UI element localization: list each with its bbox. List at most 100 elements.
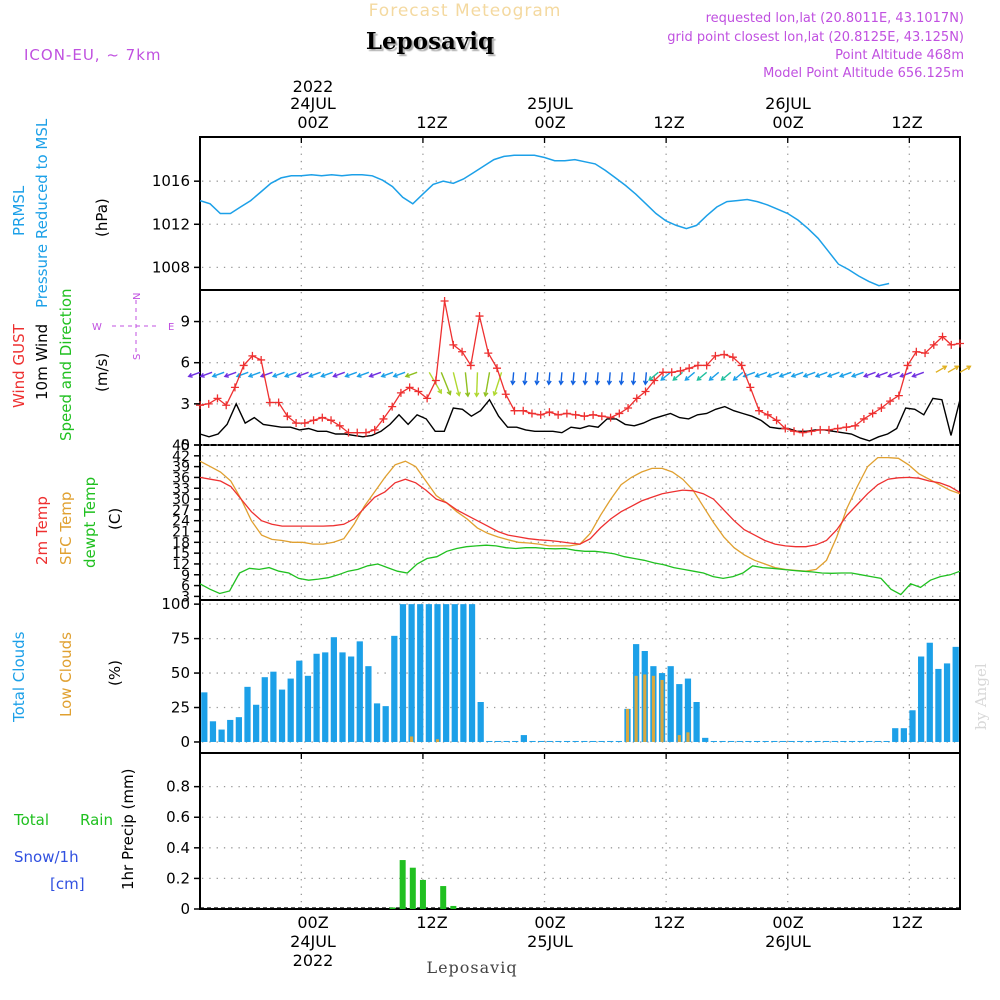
wind-direction-arrow (393, 371, 406, 378)
wind-gust-marker (859, 414, 868, 423)
point-altitude: Point Altitude 468m (835, 48, 964, 63)
wind-10m-line (199, 397, 961, 442)
y-tick-label: 0 (180, 733, 190, 751)
total-clouds-bar (736, 740, 743, 742)
wind-gust-marker (196, 401, 204, 410)
wind-gust-marker (248, 351, 257, 360)
wind-direction-arrow (236, 371, 249, 378)
total-clouds-bar (503, 740, 510, 742)
total-clouds-bar (866, 740, 873, 742)
wind-direction-arrow (959, 365, 971, 373)
total-clouds-bar (434, 604, 441, 742)
wind-direction-arrow (200, 371, 213, 378)
wind-direction-arrowhead (899, 372, 905, 378)
wind-direction-arrowhead (392, 372, 398, 378)
prmsl-label: PRMSL (10, 185, 28, 236)
wind-direction-arrowhead (223, 372, 229, 378)
wind-direction-arrowhead (534, 380, 540, 386)
wind-10m-label: 10m Wind (33, 324, 51, 400)
total-clouds-bar (745, 740, 752, 742)
wind-gust-marker (606, 413, 615, 422)
total-clouds-bar (598, 740, 605, 742)
pressure-unit-label: (hPa) (93, 198, 111, 237)
total-clouds-bar (831, 740, 838, 742)
wind-gust-marker (300, 419, 309, 428)
wind-gust-marker (484, 349, 493, 358)
wind-gust-marker (370, 425, 379, 434)
total-clouds-bar (572, 740, 579, 742)
wind-direction-arrow (779, 371, 792, 378)
wind-gust-marker (571, 410, 580, 419)
total-clouds-bar (943, 663, 951, 742)
cloud-unit-label: (%) (106, 660, 124, 686)
bottom-label-25jul: 25JUL (527, 932, 573, 951)
total-clouds-bar (918, 656, 925, 742)
wind-direction-arrowhead (790, 372, 796, 378)
wind-direction-arrowhead (875, 372, 881, 378)
wind-direction-arrow (876, 371, 888, 378)
wind-direction-arrowhead (826, 372, 833, 378)
y-tick-label: 9 (181, 568, 190, 584)
wind-gust-marker (947, 340, 956, 349)
wind-gust-marker (755, 406, 764, 415)
wind-gust-marker (527, 409, 536, 418)
wind-gust-marker (632, 394, 641, 403)
total-clouds-bar (693, 702, 700, 742)
total-clouds-bar (520, 735, 527, 742)
wind-gust-marker (597, 412, 606, 421)
y-tick-label: 36 (172, 470, 190, 486)
wind-direction-arrow (584, 372, 587, 385)
wind-gust-marker (361, 428, 370, 437)
wind-direction-arrow (357, 371, 370, 378)
wind-direction-arrowhead (259, 372, 266, 378)
total-clouds-bar (348, 656, 355, 742)
wind-unit-label: (m/s) (93, 353, 111, 392)
wind-direction-arrowhead (606, 380, 613, 386)
top-label-26jul-line: 26JUL (765, 94, 811, 113)
total-clouds-bar (676, 684, 683, 742)
y-tick-label: 1016 (152, 172, 190, 190)
wind-direction-arrow (260, 371, 273, 378)
cloud-labels: Total Clouds Low Clouds (%) (10, 631, 124, 723)
wind-gust-marker (589, 410, 598, 419)
total-clouds-bar (538, 740, 545, 742)
total-clouds-bar (313, 653, 320, 742)
wind-direction-arrow (464, 372, 469, 397)
wind-direction-arrowhead (684, 376, 690, 381)
wind-direction-arrowhead (966, 365, 972, 371)
wind-gust-marker (431, 376, 440, 385)
wind-gust-marker (921, 349, 930, 358)
wind-direction-arrow (767, 371, 780, 378)
wind-gust-marker (938, 332, 947, 341)
total-clouds-bar (227, 719, 234, 742)
wind-direction-arrow (733, 371, 744, 381)
footer-station: Leposaviq (426, 958, 517, 977)
wind-direction-arrowhead (802, 372, 809, 378)
total-clouds-bar (261, 677, 268, 742)
y-tick-label: 9 (180, 313, 190, 331)
wind-direction-arrowhead (660, 376, 666, 381)
total-clouds-bar (451, 604, 458, 742)
precip-panel-frame (199, 752, 961, 910)
wind-direction-arrowhead (446, 390, 452, 396)
total-clouds-bar (287, 678, 294, 742)
wind-gust-marker (405, 383, 414, 392)
wind-direction-arrowhead (404, 372, 410, 378)
snow-label: Snow/1h (14, 848, 79, 866)
bottom-label-12z-1: 12Z (416, 913, 447, 932)
wind-direction-arrowhead (887, 372, 893, 378)
wind-gust-marker (702, 361, 711, 370)
total-clouds-bar (779, 740, 787, 742)
wind-direction-arrow (709, 371, 720, 381)
wind-gust-marker (292, 419, 301, 428)
wind-gust-marker (440, 296, 449, 305)
rain-bar (389, 907, 396, 909)
y-tick-label: 25 (171, 699, 190, 717)
top-label-25jul-00z: 25JUL 00Z (527, 94, 573, 132)
wind-compass: W E N S (92, 293, 174, 360)
low-clouds-bar (686, 732, 690, 742)
temp-sfc-line (199, 456, 961, 572)
total-clouds-bar (555, 740, 562, 742)
wind-gust-marker (737, 361, 746, 370)
wind-gust-marker (746, 383, 755, 392)
